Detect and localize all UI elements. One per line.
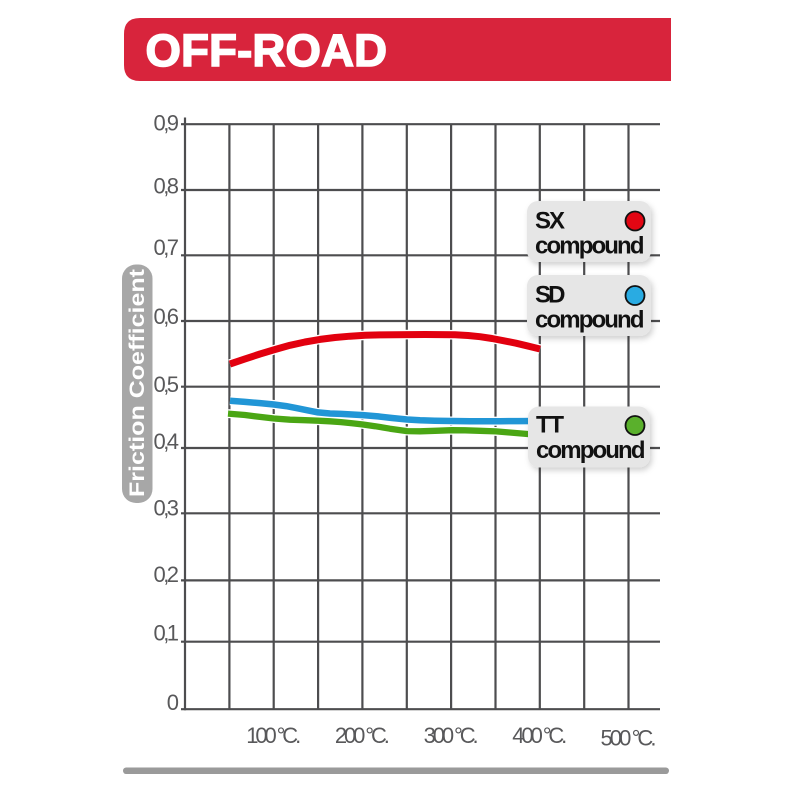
svg-text:0,3: 0,3 <box>154 495 180 520</box>
svg-text:0,6: 0,6 <box>154 304 180 329</box>
svg-text:0: 0 <box>167 690 179 715</box>
svg-text:400 °C.: 400 °C. <box>512 723 567 748</box>
svg-text:0,7: 0,7 <box>154 235 180 260</box>
svg-text:compound: compound <box>535 233 645 260</box>
svg-text:0,9: 0,9 <box>154 111 180 136</box>
svg-text:0,4: 0,4 <box>154 429 180 454</box>
svg-text:0,8: 0,8 <box>154 174 180 199</box>
svg-text:0,2: 0,2 <box>154 562 180 587</box>
svg-text:OFF-ROAD: OFF-ROAD <box>146 25 388 76</box>
svg-text:compound: compound <box>536 437 646 464</box>
svg-text:0,1: 0,1 <box>154 621 180 646</box>
svg-text:TT: TT <box>536 412 564 439</box>
svg-text:300 °C.: 300 °C. <box>424 723 479 748</box>
svg-text:500 °C.: 500 °C. <box>601 726 657 751</box>
svg-text:100 °C.: 100 °C. <box>246 723 301 748</box>
svg-text:200 °C.: 200 °C. <box>335 723 390 748</box>
svg-text:SD: SD <box>535 282 566 309</box>
svg-text:compound: compound <box>535 307 645 334</box>
svg-text:SX: SX <box>535 208 565 235</box>
svg-text:0,5: 0,5 <box>154 372 180 397</box>
svg-text:Friction Coefficient: Friction Coefficient <box>125 269 149 497</box>
